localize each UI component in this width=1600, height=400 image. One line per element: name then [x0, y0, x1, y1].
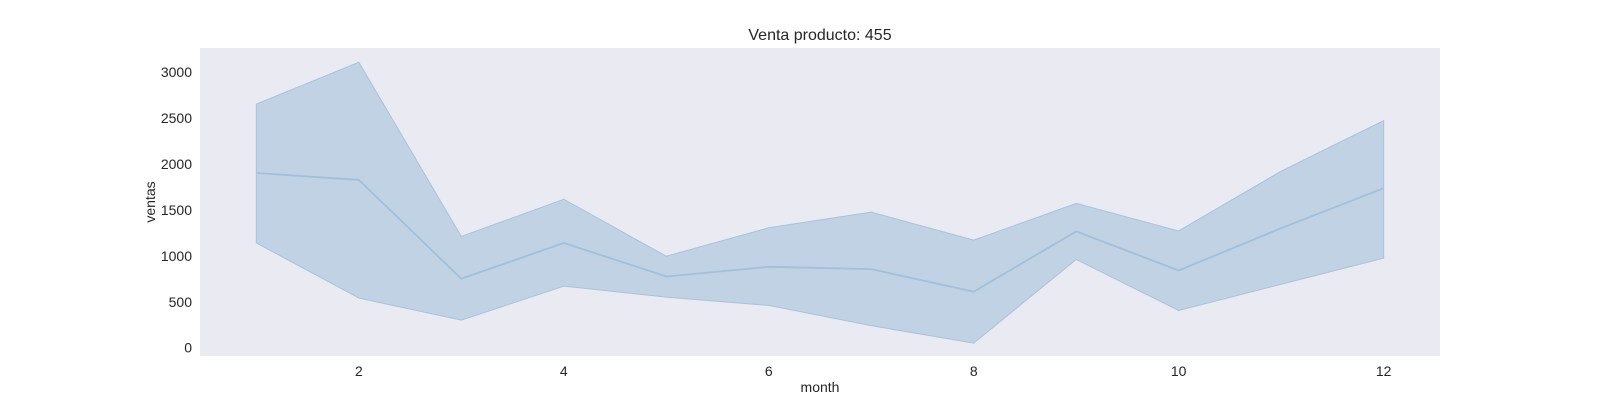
series-line — [256, 172, 1384, 293]
y-ticks: 0 500 1000 1500 2000 2500 3000 — [161, 64, 192, 356]
y-tick-label: 1500 — [161, 202, 192, 218]
x-tick-label: 2 — [355, 363, 363, 379]
confidence-band — [255, 61, 1385, 344]
y-tick-label: 2500 — [161, 110, 192, 126]
x-tick-label: 12 — [1376, 363, 1392, 379]
y-tick-label: 3000 — [161, 64, 192, 80]
y-axis-label: ventas — [142, 181, 158, 222]
x-ticks: 2 4 6 8 10 12 — [355, 363, 1392, 379]
x-tick-label: 10 — [1171, 363, 1187, 379]
x-tick-label: 4 — [560, 363, 568, 379]
y-tick-label: 1000 — [161, 248, 192, 264]
y-tick-label: 500 — [169, 294, 193, 310]
y-tick-label: 2000 — [161, 156, 192, 172]
x-tick-label: 6 — [765, 363, 773, 379]
x-tick-label: 8 — [970, 363, 978, 379]
x-axis-label: month — [801, 379, 840, 395]
chart-title: Venta producto: 455 — [748, 27, 891, 44]
confidence-band-layer — [255, 61, 1385, 344]
y-tick-label: 0 — [184, 340, 192, 356]
series-line-layer — [256, 172, 1384, 293]
